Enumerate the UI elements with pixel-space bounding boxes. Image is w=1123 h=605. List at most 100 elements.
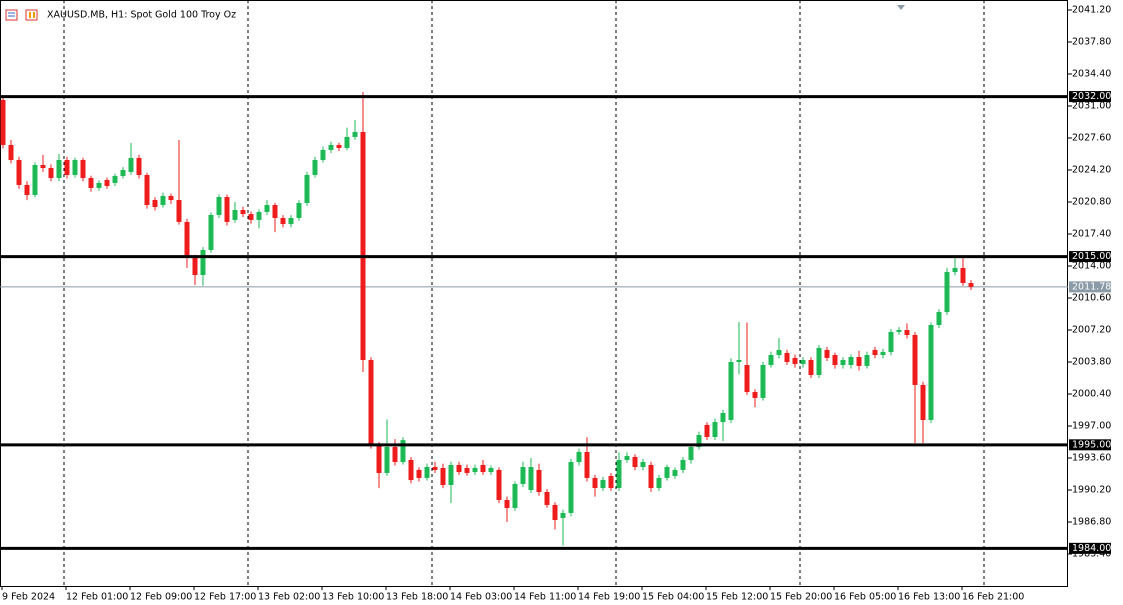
candle-body (920, 384, 926, 420)
candle-body (816, 347, 822, 375)
candle-body (672, 469, 678, 476)
candle-body (704, 424, 710, 438)
candle-body (632, 456, 638, 468)
x-tick-label: 15 Feb 12:00 (706, 592, 768, 603)
candle-body (160, 195, 166, 205)
candle-body (432, 467, 438, 470)
candle-body (928, 325, 934, 420)
candle-body (776, 349, 782, 356)
candle-body (256, 211, 262, 220)
candle-body (424, 467, 430, 478)
candle-body (104, 179, 110, 186)
candle-body (176, 200, 182, 222)
candle-body (416, 469, 422, 478)
candle-body (272, 204, 278, 218)
candle-body (960, 267, 966, 284)
candle-body (408, 459, 414, 481)
candle-body (320, 149, 326, 161)
candle-body (248, 214, 254, 220)
symbol-icon (5, 9, 38, 21)
candle-body (648, 464, 654, 489)
candle-body (824, 349, 830, 358)
candle-body (608, 475, 614, 489)
candle-body (136, 157, 142, 175)
y-tick-label: 1986.80 (1072, 516, 1111, 527)
candle-body (464, 467, 470, 473)
candle-body (280, 217, 286, 225)
candle-body (624, 456, 630, 460)
x-tick-label: 16 Feb 21:00 (962, 592, 1024, 603)
y-tick-label: 1993.60 (1072, 452, 1111, 463)
candle-body (912, 334, 918, 385)
candle-body (192, 257, 198, 276)
candle-body (512, 483, 518, 508)
candle-body (600, 480, 606, 489)
candle-body (440, 467, 446, 486)
candle-body (152, 200, 158, 207)
candle-body (232, 209, 238, 220)
candle-body (496, 469, 502, 500)
x-tick-label: 16 Feb 13:00 (898, 592, 960, 603)
candle-body (96, 182, 102, 188)
candle-body (488, 467, 494, 473)
y-tick-label: 2000.40 (1072, 388, 1111, 399)
candle-body (48, 168, 54, 178)
candle-body (504, 499, 510, 508)
level-label-box (1069, 91, 1111, 103)
candle-body (936, 312, 942, 326)
candle-body (200, 249, 206, 276)
x-tick-label: 14 Feb 11:00 (514, 592, 576, 603)
icon (25, 9, 38, 21)
candle-body (576, 451, 582, 463)
candle-body (800, 360, 806, 364)
candle-body (168, 195, 174, 201)
candle-body (968, 283, 974, 287)
candle-body (832, 355, 838, 366)
candle-body (744, 365, 750, 393)
y-tick-label: 1997.00 (1072, 420, 1111, 431)
candle-body (40, 164, 46, 169)
candle-body (536, 469, 542, 492)
candle-body (72, 160, 78, 175)
candle-body (32, 164, 38, 196)
y-tick-label: 2037.80 (1072, 36, 1111, 47)
level-label: 1995.00 (1072, 439, 1111, 450)
candle-body (864, 355, 870, 366)
candle-body (896, 329, 902, 332)
candle-body (880, 352, 886, 356)
candle-body (0, 99, 6, 145)
y-tick-label: 2027.60 (1072, 132, 1111, 143)
chart-title: XAUUSD.MB, H1: Spot Gold 100 Troy Oz (47, 10, 236, 21)
candle-body (240, 209, 246, 215)
candle-body (856, 357, 862, 366)
current-price-box (1069, 281, 1111, 293)
candle-body (616, 459, 622, 489)
x-tick-label: 16 Feb 05:00 (834, 592, 896, 603)
candle-body (144, 174, 150, 205)
candle-body (448, 464, 454, 486)
candle-body (568, 462, 574, 513)
candle-body (680, 459, 686, 470)
candle-body (840, 360, 846, 366)
candle-body (184, 221, 190, 258)
candle-body (88, 177, 94, 188)
candle-body (480, 464, 486, 473)
candle-body (760, 365, 766, 398)
x-tick-label: 9 Feb 2024 (2, 592, 55, 603)
candle-body (664, 467, 670, 478)
candle-body (352, 131, 358, 137)
x-tick-label: 15 Feb 04:00 (642, 592, 704, 603)
plot (0, 91, 1068, 546)
y-tick-label: 1983.40 (1072, 548, 1111, 559)
level-label-box (1069, 542, 1111, 554)
candle-body (472, 467, 478, 473)
icon (5, 9, 18, 21)
candle-body (904, 329, 910, 335)
candle-body (392, 446, 398, 463)
candle-body (368, 360, 374, 446)
candle-body (216, 196, 222, 215)
candle-body (80, 160, 86, 178)
y-tick-label: 1990.20 (1072, 484, 1111, 495)
